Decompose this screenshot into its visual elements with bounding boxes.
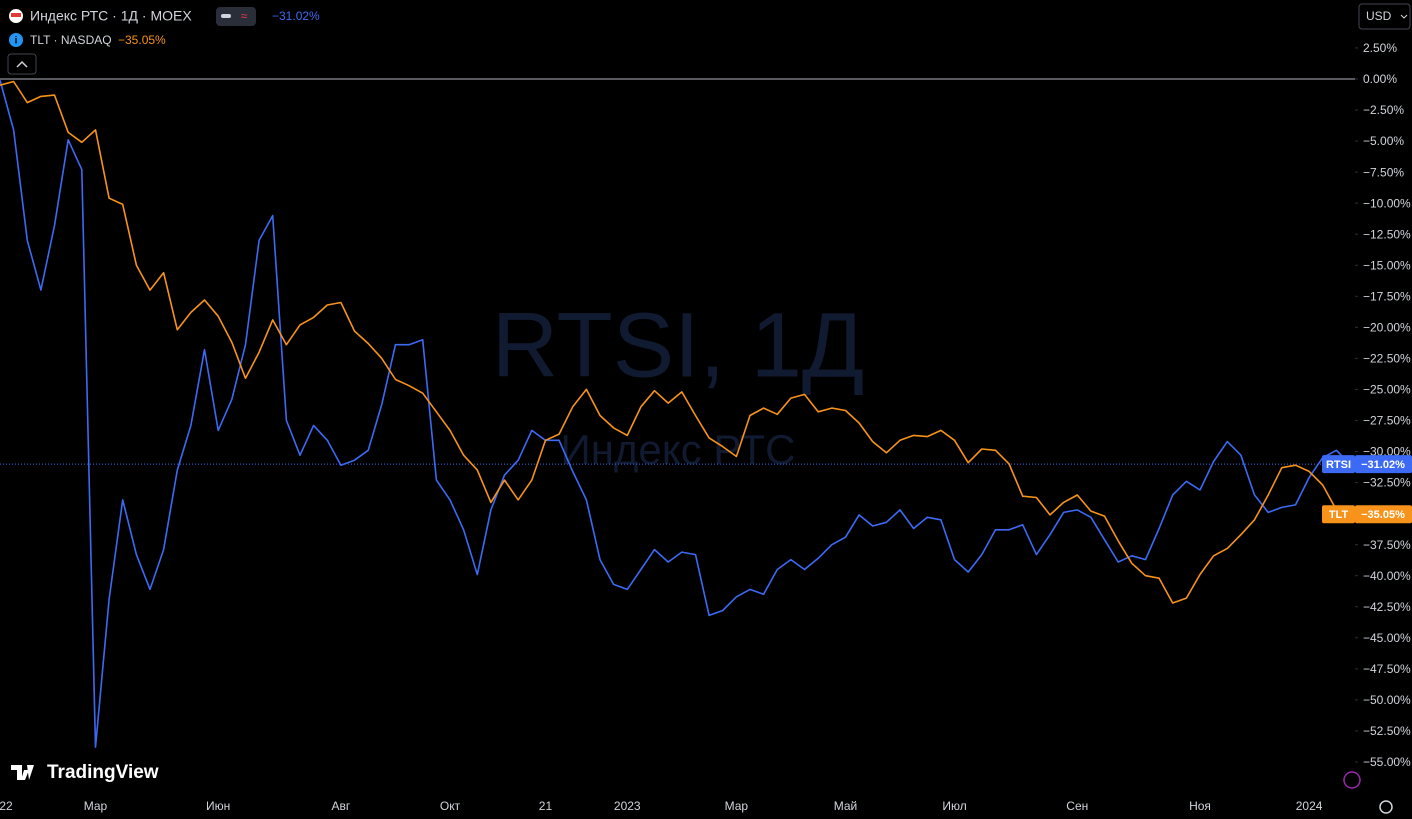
y-tick-label: −45.00% <box>1363 631 1411 645</box>
value-label: −31.02% <box>1361 459 1405 471</box>
x-tick-label: Ноя <box>1189 799 1211 813</box>
collapse-button[interactable] <box>7 53 37 75</box>
brand: TradingView <box>47 762 159 783</box>
y-tick-label: −25.00% <box>1363 383 1411 397</box>
legend-title: Индекс РТС · 1Д · MOEX <box>30 8 192 24</box>
y-tick-label: −55.00% <box>1363 755 1411 769</box>
y-tick-label: −10.00% <box>1363 196 1411 210</box>
y-tick-label: −47.50% <box>1363 662 1411 676</box>
y-tick-label: −17.50% <box>1363 289 1411 303</box>
alert-icon[interactable] <box>1343 771 1361 789</box>
dropdown-icon <box>1400 14 1408 19</box>
price-tag <box>1322 505 1355 524</box>
x-tick-label: Мар <box>84 799 108 813</box>
y-tick-label: 0.00% <box>1363 72 1397 86</box>
series-name: RTSI <box>1326 459 1351 471</box>
watermark-text: RTSI, 1Д <box>492 294 865 396</box>
y-tick-label: −37.50% <box>1363 538 1411 552</box>
value-label: −35.05% <box>1361 509 1405 521</box>
legend-value: −35.05% <box>118 33 166 47</box>
x-tick-label: Сен <box>1066 799 1088 813</box>
y-tick-label: −20.00% <box>1363 321 1411 335</box>
legend-value: −31.02% <box>272 9 320 23</box>
series-line <box>0 80 1351 604</box>
y-tick-label: −5.00% <box>1363 134 1404 148</box>
series-name: TLT <box>1329 509 1349 521</box>
x-tick-label: 22 <box>0 799 13 813</box>
info-icon: i <box>15 36 18 47</box>
info-icon <box>9 33 23 47</box>
legend: Индекс РТС · 1Д · MOEX ≈ −31.02% i TLT ·… <box>7 7 320 75</box>
settings-icon[interactable] <box>1379 800 1393 814</box>
y-tick-label: −7.50% <box>1363 165 1404 179</box>
logo-icon <box>11 765 34 780</box>
y-tick-label: −2.50% <box>1363 103 1404 117</box>
flag-icon <box>11 13 21 17</box>
y-tick-label: −52.50% <box>1363 724 1411 738</box>
logo: TradingView <box>11 762 159 783</box>
y-tick-label: −12.50% <box>1363 227 1411 241</box>
currency: USD <box>1366 9 1392 23</box>
x-tick-label: Июн <box>206 799 230 813</box>
plot: 2.50% 0.00% −2.50% −5.00% −7.50% −10.00% −12.5… <box>0 41 1412 813</box>
toolbar: USD TradingView <box>11 3 1411 814</box>
x-tick-label: Июл <box>942 799 966 813</box>
watermark: RTSI, 1Д Индекс РТС <box>492 294 865 473</box>
watermark-subtitle: Индекс РТС <box>561 426 796 473</box>
x-tick-label: Окт <box>440 799 461 813</box>
y-tick-label: −42.50% <box>1363 600 1411 614</box>
compare-toggle[interactable] <box>216 7 256 26</box>
price-tag <box>1322 455 1355 474</box>
y-tick-label: −32.50% <box>1363 476 1411 490</box>
x-tick-label: Мар <box>725 799 749 813</box>
price-tag <box>1355 505 1412 524</box>
x-tick-label: 2023 <box>614 799 641 813</box>
y-tick-label: 2.50% <box>1363 41 1397 55</box>
y-tick-label: −27.50% <box>1363 414 1411 428</box>
collapse-icon <box>16 60 28 68</box>
currency-button[interactable] <box>1358 3 1411 30</box>
x-tick-label: Май <box>834 799 858 813</box>
x-tick-label: 21 <box>539 799 553 813</box>
toggle-icon: ≈ <box>241 9 248 23</box>
legend-subtitle: TLT · NASDAQ <box>30 33 112 47</box>
y-tick-label: −22.50% <box>1363 352 1411 366</box>
x-tick-label: Авг <box>332 799 351 813</box>
y-tick-label: −50.00% <box>1363 693 1411 707</box>
y-tick-label: −40.00% <box>1363 569 1411 583</box>
price-tag <box>1355 455 1412 474</box>
toggle-icon <box>221 14 231 18</box>
y-tick-label: −15.00% <box>1363 258 1411 272</box>
series-line <box>0 79 1351 748</box>
x-tick-label: 2024 <box>1296 799 1323 813</box>
